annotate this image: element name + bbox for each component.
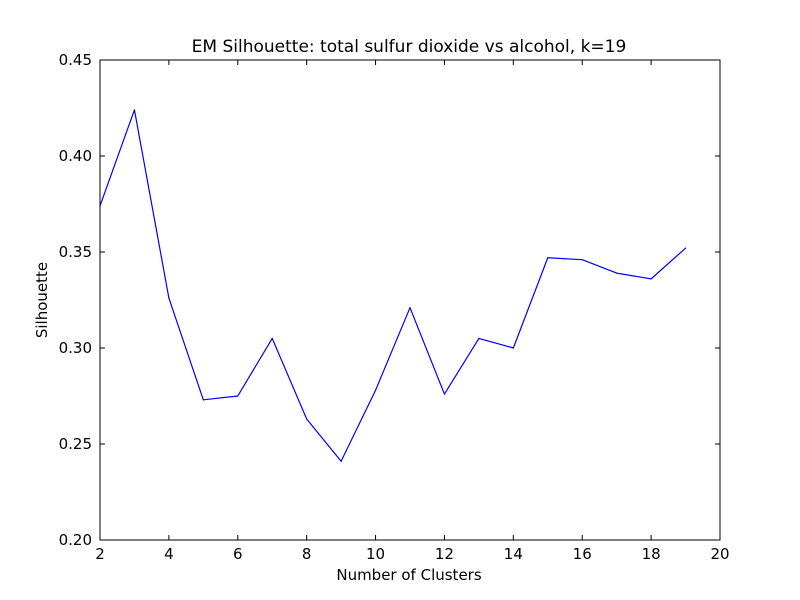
data-point: [340, 460, 342, 462]
x-tick-label: 18: [642, 545, 661, 563]
data-point: [443, 393, 446, 395]
y-tick-label: 0.40: [59, 147, 92, 165]
y-tick-label: 0.45: [59, 51, 92, 69]
y-tick-label: 0.30: [59, 339, 92, 357]
series-line: [99, 109, 686, 462]
data-point: [547, 257, 549, 259]
data-point: [409, 307, 411, 309]
data-point: [306, 418, 308, 420]
x-tick-label: 10: [366, 545, 385, 563]
data-point: [512, 347, 514, 349]
data-point: [374, 389, 377, 391]
data-point: [478, 337, 480, 339]
data-point: [650, 278, 652, 280]
plot-area: 2 4 6 8 10 12 14 16 18 20 0.20 0.25 0.30 0.35 0.40 0.45: [59, 51, 730, 563]
axes-frame: [99, 59, 721, 541]
y-axis-label: Silhouette: [33, 262, 51, 338]
data-point: [271, 337, 273, 339]
x-tick-label: 12: [435, 545, 454, 563]
x-axis-label: Number of Clusters: [336, 566, 481, 584]
x-tick-label: 4: [164, 545, 174, 563]
data-point: [202, 399, 204, 401]
y-tick-label: 0.35: [59, 243, 92, 261]
data-point: [684, 247, 687, 249]
x-tick-label: 16: [573, 545, 592, 563]
x-tick-label: 14: [504, 545, 523, 563]
x-tick-label: 6: [233, 545, 243, 563]
y-tick-label: 0.20: [59, 531, 92, 549]
chart-title: EM Silhouette: total sulfur dioxide vs a…: [192, 37, 627, 57]
y-tick-label: 0.25: [59, 435, 92, 453]
x-tick-label: 20: [710, 545, 729, 563]
data-point: [616, 272, 618, 274]
data-point: [237, 395, 239, 397]
data-point: [133, 109, 136, 111]
data-point: [168, 297, 170, 299]
data-point: [581, 259, 583, 261]
x-tick-label: 8: [302, 545, 312, 563]
x-tick-label: 2: [95, 545, 105, 563]
